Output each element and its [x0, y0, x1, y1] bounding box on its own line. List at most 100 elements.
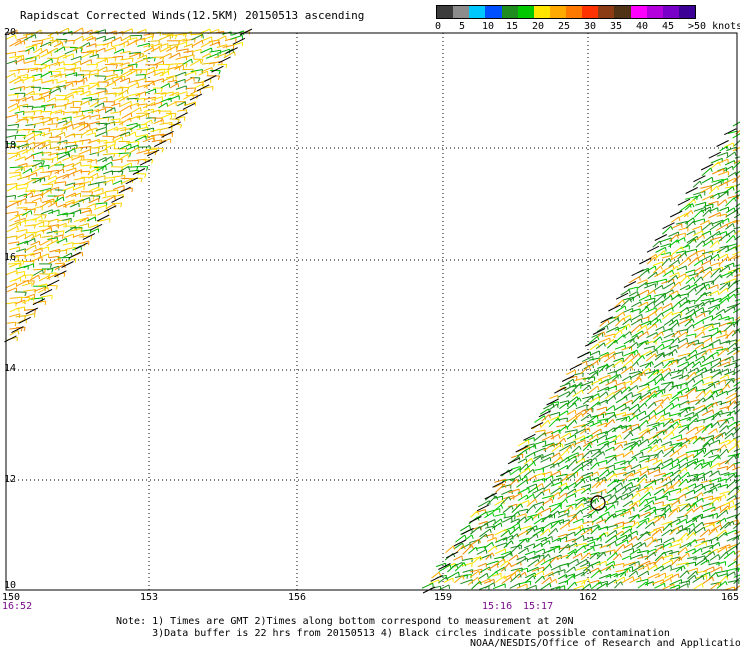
wind-barb	[670, 556, 681, 566]
wind-barb	[96, 122, 108, 125]
wind-barb	[543, 443, 554, 452]
wind-barb-flag	[700, 463, 703, 468]
wind-barb	[701, 194, 714, 201]
wind-barb	[6, 321, 17, 324]
wind-barb	[31, 162, 43, 168]
wind-barb-flag	[112, 136, 115, 141]
wind-barb-flag	[557, 417, 561, 422]
lat-label-16: 16	[4, 252, 17, 263]
wind-barb	[461, 562, 473, 567]
wind-barb	[732, 121, 740, 127]
wind-barb	[724, 377, 735, 382]
wind-barb-flag	[90, 235, 93, 240]
wind-barb-flag	[663, 410, 666, 415]
wind-barb-flag	[626, 539, 629, 544]
wind-barb-flag	[32, 155, 35, 160]
wind-barb-flag	[636, 385, 639, 390]
wind-barb	[702, 209, 710, 217]
wind-barb-flag	[733, 474, 737, 479]
wind-barb-flag	[574, 581, 578, 586]
wind-barb	[636, 550, 649, 554]
wind-barb	[703, 566, 714, 573]
wind-barb	[644, 510, 656, 519]
wind-barb	[97, 218, 111, 223]
edge-barb	[654, 234, 668, 241]
wind-barb	[582, 395, 594, 400]
wind-barb	[69, 202, 80, 208]
wind-barb-flag	[528, 467, 531, 473]
wind-barb-flag	[534, 445, 537, 450]
wind-barb	[653, 300, 663, 309]
wind-barb	[476, 549, 487, 555]
wind-barb-flag	[217, 75, 221, 80]
wind-barb	[86, 43, 97, 48]
wind-barb	[605, 363, 614, 370]
wind-barb-flag	[708, 463, 711, 468]
wind-barb	[201, 52, 211, 58]
wind-barb-flag	[694, 461, 697, 466]
wind-barb	[590, 350, 600, 356]
wind-barb-flag	[50, 71, 53, 76]
wind-barb-flag	[638, 353, 641, 358]
wind-barb-flag	[504, 575, 507, 580]
wind-barb	[160, 75, 174, 83]
wind-barb-flag	[62, 196, 65, 202]
wind-barb-flag	[662, 415, 665, 420]
wind-barb	[9, 246, 20, 251]
wind-barb	[734, 264, 740, 267]
wind-barb	[614, 485, 626, 494]
wind-barb	[639, 491, 650, 501]
wind-barb	[563, 384, 576, 391]
wind-barb	[692, 476, 705, 482]
wind-barb	[16, 279, 29, 287]
wind-barb	[679, 416, 691, 422]
legend-swatch	[566, 6, 583, 18]
wind-barb	[654, 551, 665, 562]
wind-barb	[142, 35, 153, 41]
wind-barb	[621, 486, 630, 495]
wind-barb	[685, 517, 697, 524]
wind-barb-flag	[35, 45, 38, 50]
wind-barb	[700, 300, 711, 307]
wind-barb	[582, 444, 591, 452]
wind-barb	[150, 46, 160, 52]
wind-barb	[158, 138, 171, 143]
wind-barb	[518, 475, 527, 482]
wind-barb-flag	[696, 252, 698, 257]
edge-barb	[111, 195, 124, 203]
wind-barb	[137, 54, 147, 60]
wind-barb	[685, 561, 696, 565]
wind-barb	[542, 571, 553, 578]
wind-barb	[710, 161, 720, 170]
wind-barb	[502, 505, 513, 514]
wind-barb	[685, 531, 695, 541]
wind-barb	[557, 533, 568, 538]
wind-barb-flag	[27, 50, 30, 55]
wind-barb-flag	[703, 254, 706, 259]
wind-barb-flag	[566, 449, 570, 454]
wind-barb-flag	[171, 33, 174, 39]
wind-barb	[38, 287, 49, 294]
wind-barb-flag	[566, 417, 568, 423]
wind-barb	[9, 99, 20, 101]
wind-barb	[631, 408, 640, 416]
wind-barb-flag	[727, 505, 731, 510]
wind-barb-flag	[551, 536, 553, 541]
wind-barb	[39, 164, 50, 168]
wind-barb-flag	[670, 295, 673, 300]
wind-barb	[661, 294, 672, 303]
wind-barb	[54, 168, 64, 175]
wind-barb	[22, 141, 35, 148]
wind-barb	[669, 396, 678, 404]
wind-barb	[653, 526, 664, 531]
wind-barb-flag	[572, 443, 576, 448]
wind-barb	[510, 511, 519, 519]
wind-barb	[669, 584, 680, 589]
wind-barb	[703, 389, 711, 398]
wind-barb	[73, 177, 85, 181]
wind-barb	[678, 374, 689, 380]
wind-barb-flag	[705, 558, 708, 563]
wind-barb-flag	[568, 391, 571, 396]
wind-barb	[668, 319, 678, 327]
wind-barb	[509, 522, 519, 530]
